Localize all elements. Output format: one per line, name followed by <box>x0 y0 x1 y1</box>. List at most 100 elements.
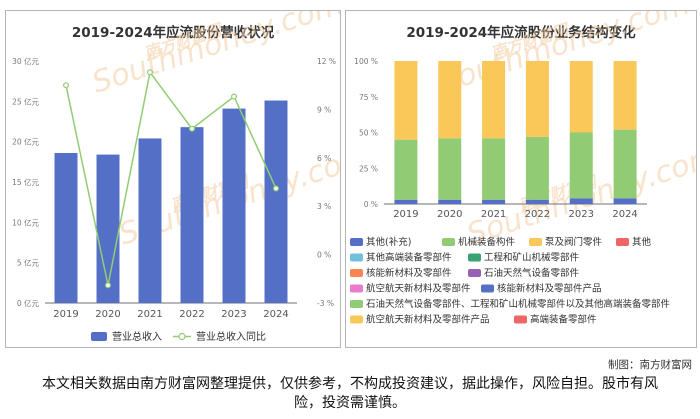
stacked-bar-segment <box>394 199 418 204</box>
yoy-line <box>65 70 277 286</box>
legend-swatch <box>481 284 494 293</box>
right-axis-tick-label: 6 % <box>317 154 331 163</box>
legend-swatch <box>529 238 542 246</box>
legend-swatch <box>350 284 363 293</box>
legend-bar-label: 营业总收入 <box>112 330 162 343</box>
stacked-bar-segment <box>482 138 506 200</box>
stacked-bar-segment <box>569 132 593 199</box>
revenue-chart-panel: 2019-2024年应流股份营收状况 南方财富网 Southmoney.com 南方… <box>5 10 341 348</box>
yoy-point <box>147 69 154 76</box>
x-tick-label: 2019 <box>393 209 418 220</box>
stacked-bar-segment <box>438 199 462 204</box>
legend-bar-swatch <box>91 332 107 341</box>
legend-label: 航空航天新材料及零部件产品 <box>366 314 490 326</box>
left-axis-tick-label: 25 亿元 <box>12 96 39 106</box>
legend-label: 核能新材料及零部件 <box>366 267 452 279</box>
legend-swatch <box>350 253 363 262</box>
revenue-bar <box>54 152 78 303</box>
revenue-bar <box>180 127 204 303</box>
stacked-bar-segment <box>394 139 418 200</box>
y-axis-tick-label: 0 % <box>364 200 378 209</box>
stacked-bar-segment <box>613 198 637 204</box>
legend-label: 机械装备构件 <box>458 236 516 248</box>
legend-label: 石油天然气设备零部件 <box>484 267 580 279</box>
x-tick-label: 2021 <box>481 209 506 220</box>
x-tick-label: 2020 <box>95 309 120 320</box>
y-axis-tick-label: 75 % <box>359 93 378 102</box>
legend-swatch <box>350 300 363 308</box>
left-axis-tick-label: 30 亿元 <box>12 56 39 66</box>
yoy-point <box>189 125 196 132</box>
right-axis-tick-label: 9 % <box>317 105 331 114</box>
stacked-bar-segment <box>569 198 593 204</box>
legend-line-marker <box>178 332 186 341</box>
revenue-chart-svg: 南方财富网Southmoney.com南方财富网Southmoney.com0 … <box>12 11 340 343</box>
x-tick-label: 2020 <box>437 209 462 220</box>
stacked-bar-segment <box>613 61 637 130</box>
y-axis-tick-label: 100 % <box>354 57 378 66</box>
business-structure-chart-title: 2019-2024年应流股份业务结构变化 <box>406 25 636 41</box>
stacked-bar-segment <box>394 61 418 140</box>
yoy-point <box>62 82 69 89</box>
chart-credit: 制图：南方财富网 <box>608 359 692 371</box>
revenue-bar <box>138 138 162 303</box>
legend-swatch <box>442 238 455 246</box>
left-axis-tick-label: 5 亿元 <box>17 258 40 268</box>
legend-label: 其他高端装备零部件 <box>366 252 452 264</box>
legend-swatch <box>514 315 527 324</box>
business-structure-chart-panel: 2019-2024年应流股份业务结构变化 南方财富网 Southmoney.com… <box>345 10 697 348</box>
disclaimer-text: 本文相关数据由南方财富网整理提供，仅供参考，不构成投资建议，据此操作，风险自担。… <box>42 376 658 411</box>
yoy-point <box>104 282 111 289</box>
x-tick-label: 2021 <box>137 309 162 320</box>
revenue-bar <box>222 108 246 304</box>
y-axis-tick-label: 50 % <box>359 129 378 138</box>
legend-swatch <box>468 269 481 277</box>
watermark-latin: Southmoney.com <box>435 11 694 101</box>
stacked-bar-segment <box>438 61 462 139</box>
right-axis-tick-label: 12 % <box>317 57 336 66</box>
right-axis-tick-label: -3 % <box>317 299 334 308</box>
legend-label: 其他 <box>632 236 652 248</box>
legend-label: 工程和矿山机械零部件 <box>484 252 580 264</box>
legend-label: 高端装备零部件 <box>530 314 597 326</box>
x-tick-label: 2022 <box>179 309 204 320</box>
legend-line-label: 营业总收入同比 <box>196 330 266 343</box>
legend-swatch <box>350 269 363 277</box>
revenue-chart-title: 2019-2024年应流股份营收状况 <box>71 25 275 41</box>
x-tick-label: 2024 <box>612 209 637 220</box>
stacked-bar-segment <box>569 61 593 133</box>
x-tick-label: 2019 <box>53 309 78 320</box>
legend-label: 泵及阀门零件 <box>545 236 603 248</box>
stacked-bar-segment <box>525 199 549 204</box>
legend-label: 核能新材料及零部件产品 <box>497 283 602 295</box>
legend-swatch <box>468 253 481 262</box>
revenue-bar <box>96 154 120 303</box>
left-axis-tick-label: 10 亿元 <box>12 217 39 227</box>
legend-label: 航空航天新材料及零部件 <box>366 283 471 295</box>
stacked-bar-segment <box>482 199 506 204</box>
stacked-bar-segment <box>525 136 549 200</box>
right-axis-tick-label: 0 % <box>317 251 331 260</box>
stacked-bar-segment <box>482 61 506 139</box>
x-tick-label: 2024 <box>263 309 288 320</box>
yoy-point <box>273 185 280 192</box>
left-axis-tick-label: 20 亿元 <box>12 137 39 147</box>
legend-swatch <box>350 315 363 324</box>
legend-label: 其他(补充) <box>366 236 411 248</box>
stacked-bar-segment <box>438 138 462 200</box>
yoy-point <box>231 93 238 100</box>
x-tick-label: 2023 <box>221 309 246 320</box>
legend-label: 石油天然气设备零部件、工程和矿山机械零部件以及其他高端装备零部件 <box>366 298 671 310</box>
left-axis-tick-label: 0 亿元 <box>17 298 40 308</box>
x-tick-label: 2023 <box>569 209 594 220</box>
right-axis-tick-label: 3 % <box>317 202 331 211</box>
stacked-bar-segment <box>525 61 549 137</box>
legend-swatch <box>350 238 363 246</box>
left-axis-tick-label: 15 亿元 <box>12 177 39 187</box>
y-axis-tick-label: 25 % <box>359 164 378 173</box>
legend-swatch <box>616 238 629 246</box>
x-tick-label: 2022 <box>525 209 550 220</box>
revenue-bar <box>264 100 288 303</box>
